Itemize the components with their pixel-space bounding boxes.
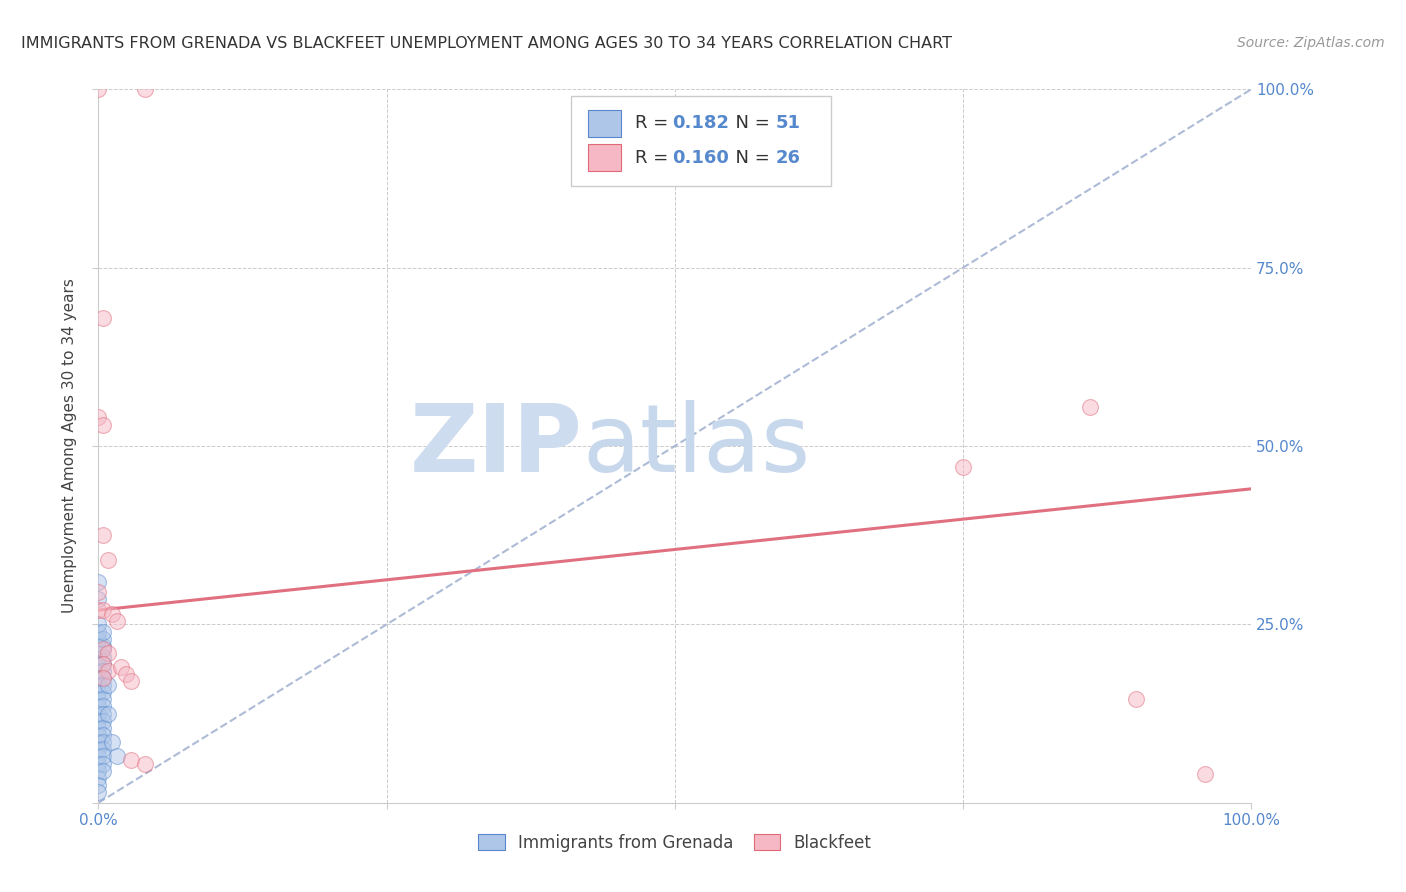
Point — [87, 649, 110, 664]
Point — [87, 671, 110, 685]
FancyBboxPatch shape — [571, 96, 831, 186]
Point — [91, 764, 114, 778]
Point — [97, 706, 120, 721]
Point — [134, 756, 156, 771]
Point — [120, 753, 142, 767]
Point — [91, 417, 114, 432]
Point — [91, 603, 114, 617]
Text: R =: R = — [634, 149, 673, 167]
Point — [91, 671, 114, 685]
Text: N =: N = — [724, 149, 776, 167]
Point — [87, 685, 110, 699]
Point — [91, 657, 114, 671]
Point — [87, 642, 110, 657]
Text: IMMIGRANTS FROM GRENADA VS BLACKFEET UNEMPLOYMENT AMONG AGES 30 TO 34 YEARS CORR: IMMIGRANTS FROM GRENADA VS BLACKFEET UNE… — [21, 36, 952, 51]
Point — [87, 771, 110, 785]
Point — [91, 624, 114, 639]
Text: Source: ZipAtlas.com: Source: ZipAtlas.com — [1237, 36, 1385, 50]
Point — [97, 678, 120, 692]
Point — [87, 678, 110, 692]
Point — [87, 764, 110, 778]
Point — [87, 664, 110, 678]
Text: 0.182: 0.182 — [672, 114, 730, 132]
Point — [91, 749, 114, 764]
Point — [87, 692, 110, 706]
Point — [87, 778, 110, 792]
Point — [91, 642, 114, 657]
Point — [91, 692, 114, 706]
Point — [134, 82, 156, 96]
Point — [87, 706, 110, 721]
Point — [87, 617, 110, 632]
Point — [91, 310, 114, 325]
Point — [1078, 400, 1101, 414]
Point — [87, 728, 110, 742]
Point — [91, 639, 114, 653]
Point — [101, 735, 124, 749]
Point — [91, 756, 114, 771]
Point — [105, 614, 128, 628]
Point — [91, 657, 114, 671]
Point — [91, 664, 114, 678]
Point — [91, 528, 114, 542]
FancyBboxPatch shape — [589, 145, 620, 171]
Point — [87, 624, 110, 639]
Point — [97, 553, 120, 567]
Point — [87, 410, 110, 425]
FancyBboxPatch shape — [589, 110, 620, 137]
Point — [120, 674, 142, 689]
Text: 0.160: 0.160 — [672, 149, 730, 167]
Point — [87, 574, 110, 589]
Point — [91, 721, 114, 735]
Point — [101, 607, 124, 621]
Point — [87, 742, 110, 756]
Point — [87, 735, 110, 749]
Point — [87, 749, 110, 764]
Y-axis label: Unemployment Among Ages 30 to 34 years: Unemployment Among Ages 30 to 34 years — [62, 278, 77, 614]
Point — [87, 785, 110, 799]
Point — [91, 671, 114, 685]
Text: N =: N = — [724, 114, 776, 132]
Point — [91, 699, 114, 714]
Point — [87, 603, 110, 617]
Point — [87, 632, 110, 646]
Point — [952, 460, 974, 475]
Point — [91, 678, 114, 692]
Text: ZIP: ZIP — [409, 400, 582, 492]
Point — [110, 660, 132, 674]
Point — [87, 657, 110, 671]
Point — [97, 664, 120, 678]
Point — [87, 714, 110, 728]
Point — [87, 82, 110, 96]
Text: 51: 51 — [775, 114, 800, 132]
Point — [105, 749, 128, 764]
Point — [91, 642, 114, 657]
Point — [91, 706, 114, 721]
Point — [91, 649, 114, 664]
Point — [91, 685, 114, 699]
Point — [91, 735, 114, 749]
Point — [91, 742, 114, 756]
Point — [87, 721, 110, 735]
Text: atlas: atlas — [582, 400, 811, 492]
Point — [91, 632, 114, 646]
Point — [87, 592, 110, 607]
Point — [97, 646, 120, 660]
Point — [1194, 767, 1216, 781]
Point — [91, 728, 114, 742]
Point — [91, 714, 114, 728]
Point — [87, 756, 110, 771]
Point — [115, 667, 138, 681]
Legend: Immigrants from Grenada, Blackfeet: Immigrants from Grenada, Blackfeet — [471, 828, 879, 859]
Text: R =: R = — [634, 114, 673, 132]
Point — [87, 585, 110, 599]
Point — [1125, 692, 1147, 706]
Point — [87, 699, 110, 714]
Text: 26: 26 — [775, 149, 800, 167]
